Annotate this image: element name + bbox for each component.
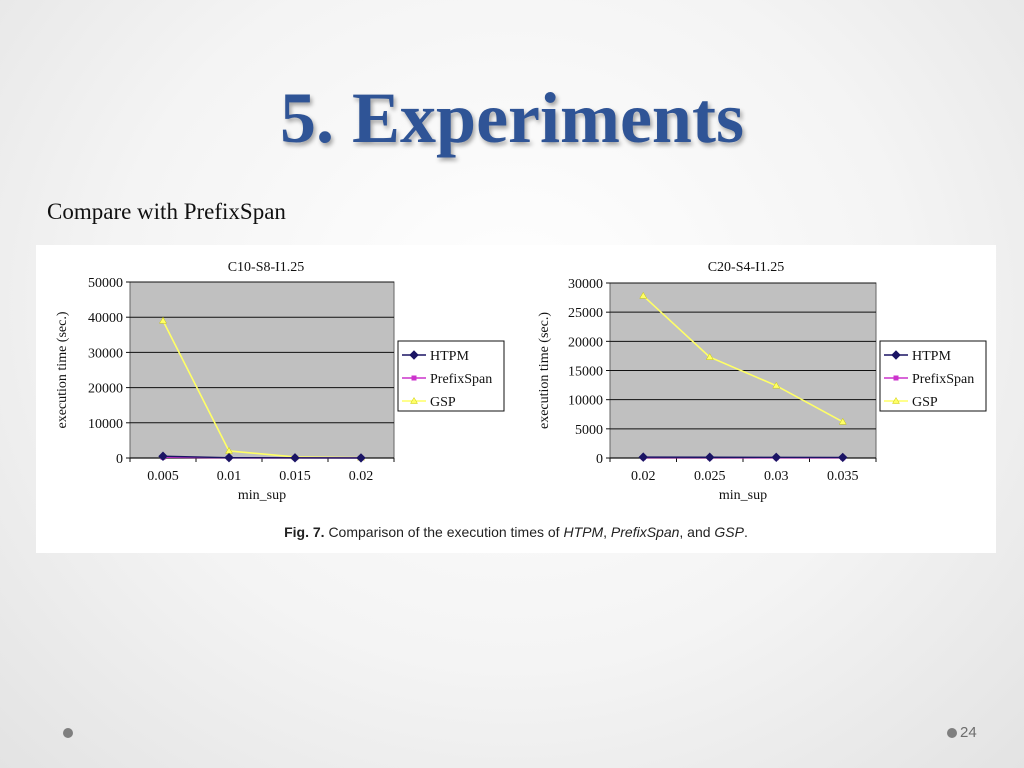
series-line-htpm (162, 455, 362, 459)
data-point-htpm (290, 453, 300, 463)
legend-label-htpm: HTPM (912, 349, 951, 364)
y-tick-label: 30000 (568, 277, 603, 292)
legend-label-gsp: GSP (912, 395, 938, 410)
x-tick-label: 0.03 (764, 469, 789, 484)
y-tick-label: 10000 (88, 417, 123, 432)
slide-title: 5. Experiments (280, 78, 744, 158)
y-tick-label: 5000 (575, 423, 603, 438)
legend-label-gsp: GSP (430, 395, 456, 410)
caption-text: HTPM (563, 524, 603, 540)
data-point-gsp (159, 316, 167, 324)
footer-left-dot (63, 728, 73, 738)
legend-label-prefixspan: PrefixSpan (912, 372, 974, 387)
caption-text: . (744, 524, 748, 540)
x-axis-label: min_sup (238, 488, 286, 503)
data-point-htpm (638, 452, 648, 462)
y-tick-label: 0 (116, 452, 123, 467)
caption-text: , (603, 524, 611, 540)
caption-text: GSP (714, 524, 744, 540)
y-tick-label: 15000 (568, 365, 603, 380)
y-axis-label: execution time (sec.) (537, 312, 552, 429)
data-point-gsp (838, 417, 847, 425)
y-tick-label: 50000 (88, 276, 123, 291)
x-tick-label: 0.005 (147, 469, 179, 484)
x-tick-label: 0.015 (279, 469, 311, 484)
legend-marker (893, 375, 899, 381)
legend-label-prefixspan: PrefixSpan (430, 372, 492, 387)
page-number: 24 (960, 724, 977, 741)
slide-subtitle: Compare with PrefixSpan (47, 199, 286, 224)
data-point-htpm (224, 452, 234, 463)
x-tick-label: 0.01 (217, 469, 242, 484)
data-point-htpm (158, 451, 168, 461)
figure-caption: Fig. 7. Comparison of the execution time… (284, 524, 748, 540)
y-tick-label: 40000 (88, 311, 123, 326)
y-tick-label: 30000 (88, 346, 123, 361)
caption-text: , and (679, 524, 714, 540)
legend-marker (410, 397, 418, 404)
legend-marker (892, 397, 900, 404)
plot-area (129, 281, 395, 459)
chart-title: C10-S8-I1.25 (228, 260, 305, 275)
data-point-htpm (705, 452, 715, 462)
x-tick-label: 0.02 (631, 469, 656, 484)
legend-marker (411, 375, 417, 381)
data-point-gsp (772, 381, 781, 389)
y-tick-label: 10000 (568, 394, 603, 409)
legend-marker (891, 350, 901, 360)
legend-marker (409, 350, 419, 360)
x-tick-label: 0.025 (694, 469, 726, 484)
legend-label-htpm: HTPM (430, 349, 469, 364)
caption-text: PrefixSpan (611, 524, 680, 540)
caption-label: Fig. 7. (284, 524, 328, 540)
y-tick-label: 20000 (568, 335, 603, 350)
data-point-htpm (771, 452, 781, 463)
chart-1: C10-S8-I1.25 0 10000 20000 30000 40000 50000 0.… (55, 260, 505, 503)
chart-2: C20-S4-I1.25 0 5000 10000 15000 20000 25000 300… (537, 260, 987, 503)
data-point-gsp (705, 353, 714, 360)
y-tick-label: 25000 (568, 306, 603, 321)
y-tick-label: 20000 (88, 382, 123, 397)
data-point-gsp (639, 291, 648, 299)
footer-right-dot (947, 728, 957, 738)
figure-image: C10-S8-I1.25 0 10000 20000 30000 40000 50000 0.… (36, 245, 996, 553)
caption-text: Comparison of the execution times of (328, 524, 563, 540)
series-line-gsp (642, 295, 844, 423)
data-point-htpm (356, 453, 366, 463)
figure-charts: C10-S8-I1.25010000200003000040000500000.… (55, 260, 987, 540)
chart-title: C20-S4-I1.25 (708, 260, 785, 275)
y-axis-label: execution time (sec.) (55, 311, 70, 428)
x-tick-label: 0.035 (827, 469, 859, 484)
x-axis-label: min_sup (719, 488, 767, 503)
data-point-htpm (838, 452, 848, 463)
x-tick-label: 0.02 (349, 469, 374, 484)
y-tick-label: 0 (596, 452, 603, 467)
